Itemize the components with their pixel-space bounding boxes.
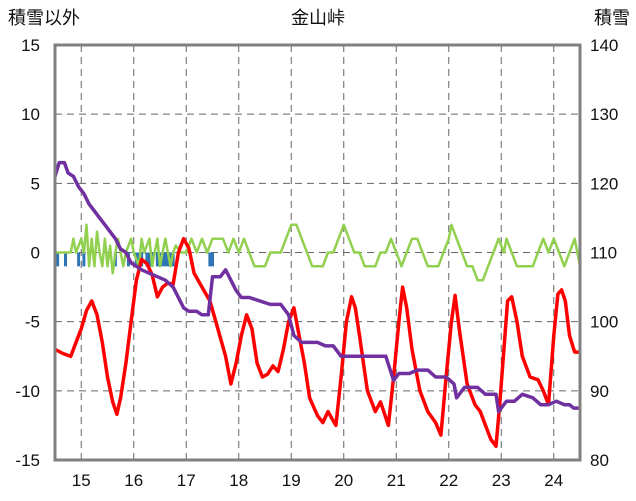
- series-lines: [53, 160, 582, 448]
- plot-frame: [53, 43, 582, 462]
- x-tick-label: 21: [387, 471, 406, 490]
- precip-bar: [64, 252, 67, 267]
- y-right-tick-label: 100: [590, 313, 618, 332]
- precip-bar: [211, 252, 214, 267]
- precip-bar: [155, 252, 159, 267]
- y-right-ticks: 140 130 120 110 100 90 80: [590, 36, 618, 470]
- y-left-tick-label: -10: [15, 382, 40, 401]
- precip-bar: [161, 252, 165, 267]
- y-left-tick-label: 10: [21, 105, 40, 124]
- x-tick-label: 15: [72, 471, 91, 490]
- x-tick-label: 20: [334, 471, 353, 490]
- y-right-tick-label: 80: [590, 451, 609, 470]
- y-right-tick-label: 130: [590, 105, 618, 124]
- y-left-axis-label: 積雪以外: [8, 8, 80, 29]
- precip-bar: [208, 252, 212, 267]
- precip-bar: [56, 252, 60, 267]
- y-left-ticks: 15 10 5 0 -5 -10 -15: [15, 36, 40, 470]
- x-tick-label: 23: [492, 471, 511, 490]
- y-left-tick-label: 5: [31, 174, 40, 193]
- y-left-tick-label: -5: [25, 313, 40, 332]
- x-tick-label: 16: [124, 471, 143, 490]
- temperature-series-line: [54, 236, 580, 448]
- precip-bar: [169, 252, 172, 267]
- x-ticks: 15 16 17 18 19 20 21 22 23 24: [72, 471, 563, 490]
- precip-bar: [166, 252, 170, 267]
- wind-series-line: [55, 223, 582, 282]
- precip-bar: [148, 252, 151, 267]
- y-right-axis-label: 積雪: [594, 8, 630, 29]
- x-tick-label: 19: [282, 471, 301, 490]
- y-right-tick-label: 90: [590, 382, 609, 401]
- precip-bar: [77, 252, 81, 267]
- precip-bar: [82, 252, 86, 267]
- y-right-tick-label: 110: [590, 244, 617, 263]
- x-tick-label: 18: [229, 471, 248, 490]
- y-left-tick-label: 15: [21, 36, 40, 55]
- precip-bar: [145, 252, 149, 267]
- y-right-tick-label: 120: [590, 174, 618, 193]
- x-tick-label: 22: [439, 471, 458, 490]
- x-tick-label: 24: [544, 471, 563, 490]
- snow-depth-series-line: [53, 160, 580, 414]
- chart-title: 金山峠: [291, 8, 345, 29]
- precip-bar: [163, 252, 167, 267]
- y-left-tick-label: 0: [31, 244, 40, 263]
- x-tick-label: 17: [177, 471, 196, 490]
- precip-bar: [171, 252, 175, 267]
- y-right-tick-label: 140: [590, 36, 618, 55]
- y-left-tick-label: -15: [15, 451, 40, 470]
